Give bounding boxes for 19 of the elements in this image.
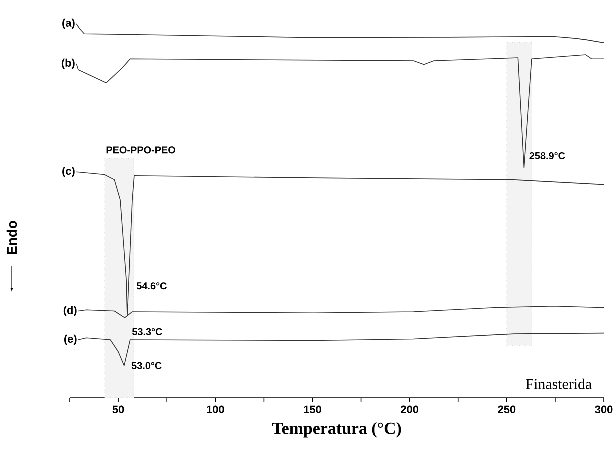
- x-axis-title: Temperatura (°C): [272, 422, 402, 438]
- band-label: PEO-PPO-PEO: [106, 146, 176, 154]
- x-tick-label: 50: [112, 406, 124, 414]
- series-label: (e): [64, 334, 77, 346]
- annotation: 53.0°C: [132, 362, 162, 370]
- series-label: (d): [64, 306, 77, 316]
- annotation: 53.3°C: [132, 328, 162, 336]
- x-tick-label: 300: [595, 406, 613, 414]
- series-label: (b): [62, 58, 75, 70]
- y-axis-title: Endo: [6, 221, 18, 254]
- series-label: (c): [62, 167, 75, 178]
- series-label: (a): [62, 18, 75, 30]
- x-tick-label: 150: [304, 406, 322, 414]
- annotation: 54.6°C: [136, 282, 167, 290]
- annotation: Finasterida: [526, 378, 592, 390]
- x-tick-label: 100: [207, 406, 224, 414]
- x-tick-label: 200: [401, 406, 419, 414]
- annotation: 258.9°C: [530, 152, 566, 160]
- x-tick-label: 250: [498, 406, 516, 414]
